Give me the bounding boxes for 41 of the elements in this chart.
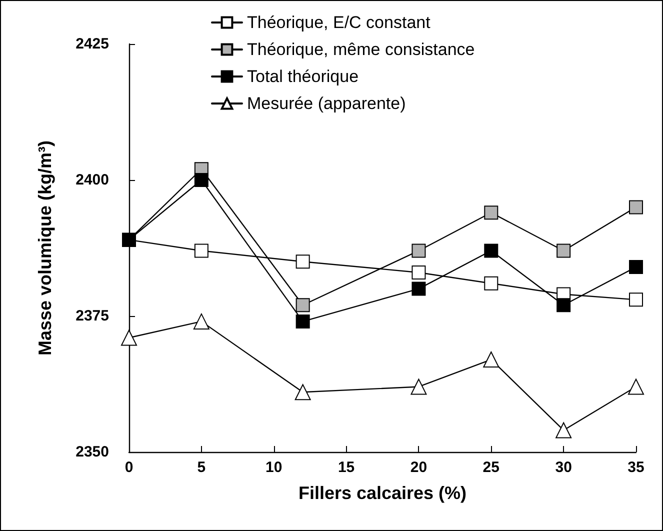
point [556, 298, 571, 312]
x-tick-label: 35 [628, 459, 644, 476]
point [194, 173, 208, 187]
point [294, 384, 311, 400]
point [412, 282, 426, 296]
point [194, 244, 208, 258]
x-tick-label: 5 [197, 459, 206, 476]
x-tick-label: 10 [266, 459, 282, 476]
point [629, 260, 643, 274]
point [296, 298, 310, 312]
legend-label: Mesurée (apparente) [247, 94, 406, 113]
point [484, 276, 498, 290]
y-tick-label: 2350 [76, 444, 109, 460]
point [410, 378, 427, 395]
y-tick-label: 2425 [76, 36, 109, 52]
point [121, 330, 137, 346]
point [296, 314, 310, 328]
x-axis-title: Fillers calcaires (%) [298, 483, 467, 503]
point [193, 313, 210, 330]
x-tick-label: 0 [124, 459, 134, 476]
point [484, 206, 498, 220]
y-axis-title: Masse volumique (kg/m³) [35, 140, 55, 356]
x-tick-label: 30 [555, 459, 572, 476]
point [483, 352, 500, 368]
point [484, 244, 498, 258]
point [556, 422, 572, 438]
point [412, 265, 426, 280]
point [629, 292, 643, 307]
point [556, 244, 571, 258]
legend-label: Total théorique [247, 67, 359, 86]
x-tick-label: 15 [338, 459, 355, 476]
point [629, 200, 643, 214]
point [628, 378, 644, 395]
x-tick-label: 25 [482, 459, 500, 476]
x-tick-label: 20 [410, 459, 428, 476]
point [296, 254, 310, 269]
y-tick-label: 2375 [76, 308, 109, 324]
legend-label: Théorique, même consistance [247, 40, 475, 59]
legend-label: Théorique, E/C constant [247, 13, 431, 32]
y-tick-label: 2400 [76, 172, 109, 188]
point [412, 244, 426, 258]
